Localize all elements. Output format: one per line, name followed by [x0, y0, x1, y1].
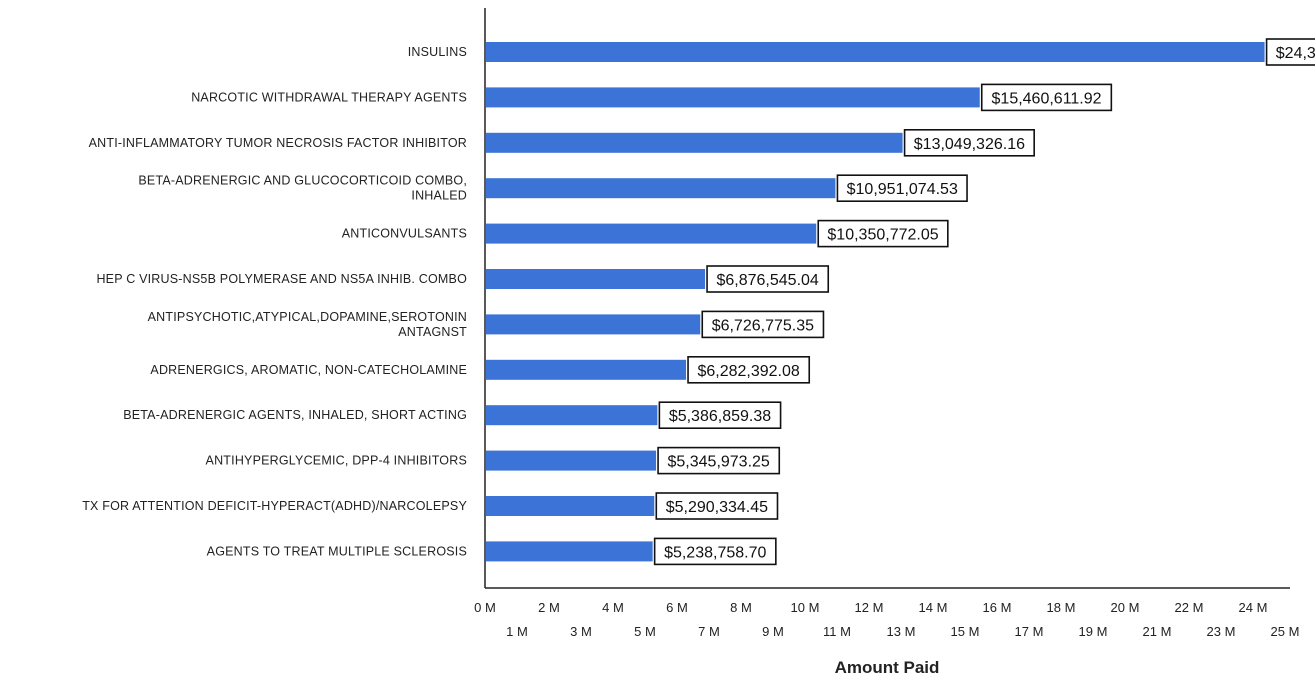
x-tick-label: 6 M [666, 600, 688, 615]
x-tick-label: 12 M [855, 600, 884, 615]
value-label-box [1265, 38, 1315, 66]
value-label: $5,290,334.45 [666, 499, 768, 516]
bar [486, 178, 836, 199]
category-label: ANTIHYPERGLYCEMIC, DPP-4 INHIBITORS [206, 454, 467, 468]
category-label: NARCOTIC WITHDRAWAL THERAPY AGENTS [191, 90, 467, 104]
x-tick-label: 7 M [698, 624, 720, 639]
x-tick-label: 20 M [1111, 600, 1140, 615]
bar [486, 269, 706, 289]
x-tick-label: 19 M [1079, 624, 1108, 639]
x-tick-label: 11 M [823, 624, 851, 639]
category-label: INHALED [411, 189, 467, 203]
x-tick-label: 9 M [762, 624, 784, 639]
category-label: AGENTS TO TREAT MULTIPLE SCLEROSIS [207, 544, 467, 558]
x-tick-labels: 0 M 1 M 2 M 3 M 4 M 5 M 6 M 7 M 8 M 9 M 10 M11 M 12… [474, 600, 1299, 639]
x-tick-label: 3 M [570, 624, 592, 639]
x-tick-label: 2 M [538, 600, 560, 615]
bar [486, 132, 903, 153]
x-tick-label: 15 M [951, 624, 980, 639]
category-label: ANTAGNST [398, 325, 467, 339]
category-labels: INSULINS NARCOTIC WITHDRAWAL THERAPY AGEN… [82, 45, 467, 558]
value-label: $15,460,611.92 [992, 90, 1102, 107]
bar [486, 450, 657, 471]
value-label-box [701, 310, 825, 339]
value-label: $5,238,758.70 [664, 544, 766, 561]
value-label: $6,726,775.35 [712, 317, 814, 334]
category-label: INSULINS [408, 45, 467, 59]
value-label-box [980, 83, 1113, 112]
value-label-box [657, 446, 781, 475]
bar [486, 223, 817, 244]
x-tick-label: 25 M [1271, 624, 1300, 639]
value-label-box [687, 355, 811, 384]
category-label: ANTI-INFLAMMATORY TUMOR NECROSIS FACTOR … [89, 136, 467, 150]
x-tick-label: 1 M [506, 624, 528, 639]
value-label: $6,876,545.04 [716, 272, 818, 289]
category-label: TX FOR ATTENTION DEFICIT-HYPERACT(ADHD)/… [82, 499, 467, 513]
value-label: $24,361,787.59 [1276, 45, 1315, 62]
x-tick-label: 23 M [1207, 624, 1236, 639]
x-tick-label: 24 M [1239, 600, 1268, 615]
bar [486, 496, 655, 516]
value-label-box [653, 537, 777, 566]
x-tick-label: 18 M [1047, 600, 1076, 615]
value-label-box [836, 174, 968, 202]
value-label: $10,951,074.53 [847, 181, 958, 198]
value-label-box [658, 401, 782, 430]
value-label: $6,282,392.08 [697, 363, 799, 380]
bar [486, 359, 687, 380]
value-label: $13,049,326.16 [914, 136, 1025, 153]
x-tick-label: 4 M [602, 600, 624, 615]
bar [486, 314, 701, 335]
value-label: $5,345,973.25 [668, 454, 770, 471]
value-label: $10,350,772.05 [827, 227, 938, 244]
category-label: ANTIPSYCHOTIC,ATYPICAL,DOPAMINE,SEROTONI… [148, 310, 467, 324]
x-tick-label: 17 M [1015, 624, 1044, 639]
bars-layer [486, 42, 1265, 562]
bar [486, 87, 980, 108]
value-label: $5,386,859.38 [669, 408, 771, 425]
category-label: ADRENERGICS, AROMATIC, NON-CATECHOLAMINE [150, 363, 467, 377]
x-tick-label: 5 M [634, 624, 656, 639]
x-axis-title: Amount Paid [835, 658, 940, 677]
category-label: ANTICONVULSANTS [342, 227, 467, 241]
bar [486, 541, 653, 562]
x-tick-label: 21 M [1143, 624, 1172, 639]
value-labels: $24,361,787.59 $15,460,611.92 $13,049,326.… [653, 38, 1315, 566]
value-label-box [706, 265, 830, 293]
bar [486, 405, 658, 426]
x-tick-label: 0 M [474, 600, 496, 615]
x-tick-label: 22 M [1175, 600, 1204, 615]
x-axis [484, 8, 1290, 589]
bar [486, 42, 1265, 62]
category-label: BETA-ADRENERGIC AGENTS, INHALED, SHORT A… [123, 408, 467, 422]
x-tick-label: 16 M [983, 600, 1012, 615]
value-label-box [655, 492, 779, 520]
x-tick-label: 8 M [730, 600, 752, 615]
x-tick-label: 13 M [887, 624, 916, 639]
category-label: HEP C VIRUS-NS5B POLYMERASE AND NS5A INH… [96, 272, 467, 286]
value-label-box [903, 129, 1035, 157]
x-tick-label: 14 M [919, 600, 948, 615]
value-label-box [817, 219, 949, 248]
x-tick-label: 10 M [791, 600, 820, 615]
category-label: BETA-ADRENERGIC AND GLUCOCORTICOID COMBO… [138, 174, 467, 188]
